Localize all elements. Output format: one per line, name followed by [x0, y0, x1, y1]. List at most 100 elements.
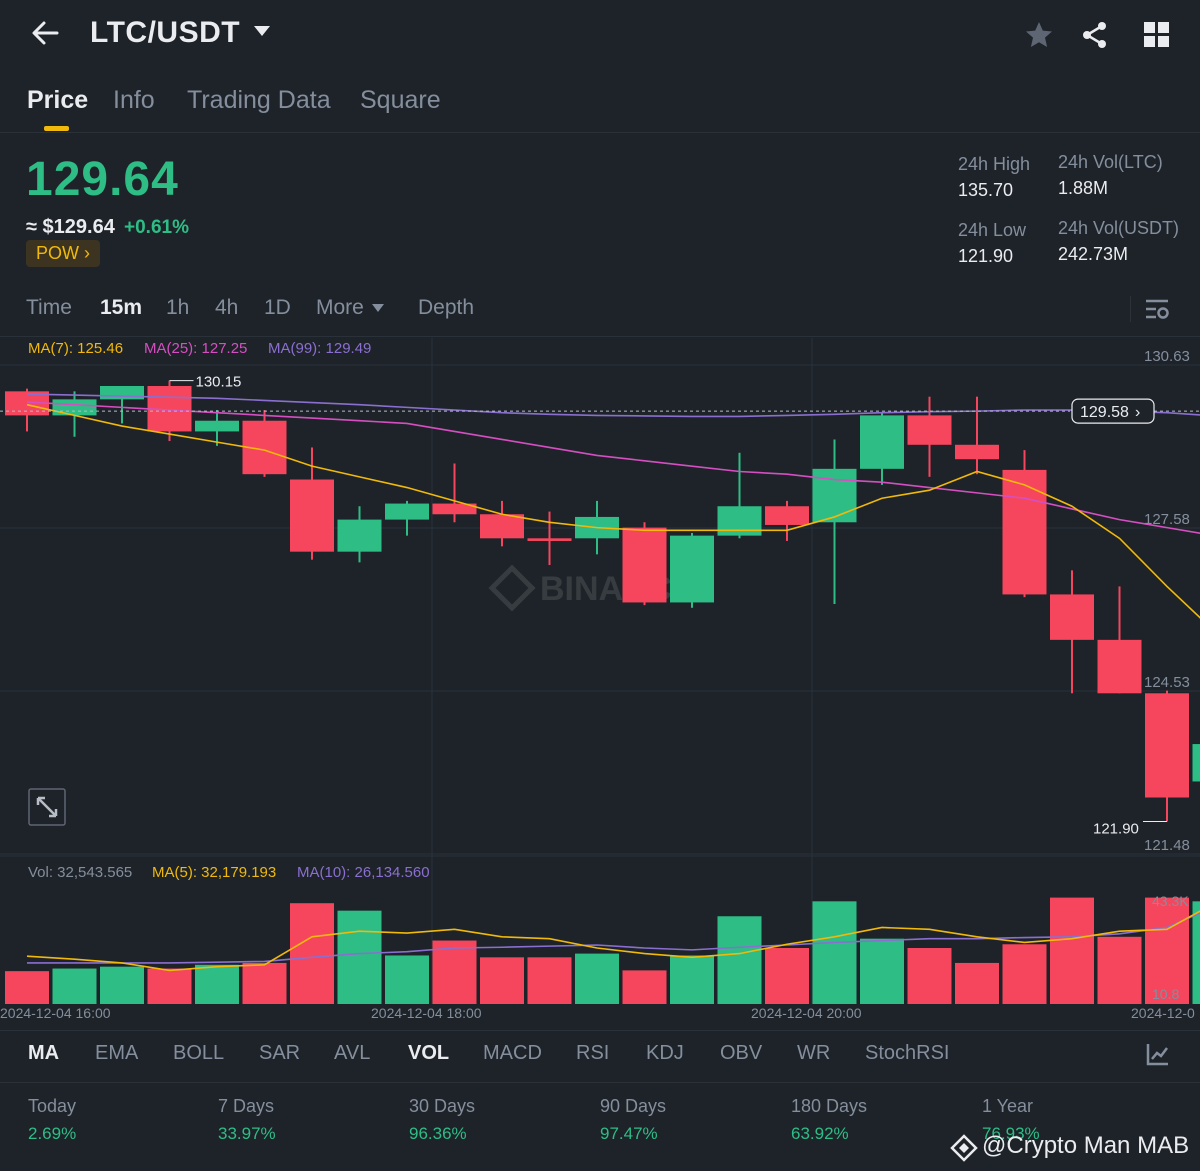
timeframe-depth[interactable]: Depth	[418, 296, 475, 319]
more-dropdown-icon[interactable]	[372, 304, 384, 312]
ma99-line	[26, 393, 1200, 418]
chevron-right-icon: ›	[84, 243, 91, 263]
candle-body	[1097, 639, 1142, 694]
indicator-obv[interactable]: OBV	[720, 1042, 763, 1064]
candle-body	[1050, 594, 1094, 640]
volume-bar	[1002, 944, 1047, 1004]
candle-body	[1002, 469, 1047, 595]
indicator-boll[interactable]: BOLL	[173, 1042, 225, 1064]
pow-tag[interactable]: POW ›	[26, 240, 101, 267]
current-price-label: 129.58	[1080, 404, 1129, 421]
fullscreen-expand-icon[interactable]	[28, 788, 66, 826]
volume-ma10-line	[27, 912, 1200, 964]
perf-today-label: Today	[28, 1096, 77, 1116]
favorite-star-icon[interactable]	[1024, 20, 1054, 50]
indicator-rsi[interactable]: RSI	[576, 1042, 610, 1064]
divider	[0, 336, 1200, 337]
candlestick-chart[interactable]: BINANCE 129.58 ›130.15121.90130.63127.581…	[0, 336, 1200, 1036]
timeframe-time[interactable]: Time	[26, 296, 72, 319]
volume-bar	[812, 901, 857, 1004]
timeframe-1d[interactable]: 1D	[264, 296, 291, 319]
indicator-wr[interactable]: WR	[797, 1042, 831, 1064]
timeframe-1h[interactable]: 1h	[166, 296, 190, 319]
candle-body	[812, 468, 857, 523]
volume-bar	[670, 955, 714, 1004]
tab-square[interactable]: Square	[360, 86, 441, 114]
volume-ma5-legend: MA(5): 32,179.193	[152, 864, 277, 881]
volume-bar	[1097, 936, 1142, 1004]
perf-7d-value: 33.97%	[218, 1124, 276, 1143]
price-axis-tick: 124.53	[1144, 674, 1190, 691]
stat-24h-vol-usdt-label: 24h Vol(USDT)	[1058, 218, 1180, 238]
volume-bar	[765, 948, 809, 1004]
indicator-settings-icon[interactable]	[1146, 1042, 1170, 1066]
indicator-ema[interactable]: EMA	[95, 1042, 139, 1064]
ma99-legend: MA(99): 129.49	[268, 340, 372, 357]
low-marker-label: 121.90	[1093, 821, 1139, 838]
perf-90d-value: 97.47%	[600, 1124, 658, 1143]
main-tabs: Price Info Trading Data Square	[0, 72, 1200, 133]
perf-1y-label: 1 Year	[982, 1096, 1034, 1116]
chevron-right-icon: ›	[1135, 404, 1140, 421]
timeframe-4h[interactable]: 4h	[215, 296, 239, 319]
stat-24h-low-value: 121.90	[958, 246, 1014, 266]
timeframe-15m[interactable]: 15m	[100, 296, 143, 319]
volume-bar	[147, 968, 192, 1004]
trading-pair-title[interactable]: LTC/USDT	[90, 16, 241, 49]
indicator-ma[interactable]: MA	[28, 1042, 60, 1064]
volume-bar	[52, 968, 97, 1004]
chart-settings-icon[interactable]	[1144, 296, 1170, 322]
indicator-vol[interactable]: VOL	[408, 1042, 450, 1064]
candle-body	[480, 514, 524, 539]
grid-menu-icon[interactable]	[1142, 20, 1172, 50]
high-marker-label: 130.15	[196, 374, 242, 391]
volume-axis-tick: 10.8	[1152, 986, 1179, 1002]
candle-body	[337, 519, 382, 552]
pair-dropdown-icon[interactable]	[254, 26, 270, 36]
candle-body	[670, 535, 714, 603]
tab-trading-data[interactable]: Trading Data	[187, 86, 331, 114]
stat-24h-vol-usdt-value: 242.73M	[1058, 244, 1129, 264]
usd-price: ≈ $129.64	[26, 216, 115, 238]
ma25-legend: MA(25): 127.25	[144, 340, 248, 357]
indicator-macd[interactable]: MACD	[483, 1042, 542, 1064]
moving-average-lines	[26, 393, 1200, 619]
volume-axis-tick: 43.3K	[1152, 893, 1189, 909]
back-arrow-icon[interactable]	[30, 18, 60, 48]
share-icon[interactable]	[1080, 20, 1110, 50]
price-axis-tick: 121.48	[1144, 837, 1190, 854]
indicator-stochrsi[interactable]: StochRSI	[865, 1042, 950, 1064]
pow-tag-label: POW	[36, 243, 79, 263]
axis-labels: 129.58 › 130.15 121.90 130.63 127.58 124.53 121…	[0, 348, 1200, 1021]
perf-180d-value: 63.92%	[791, 1124, 849, 1143]
volume-bar	[907, 948, 952, 1004]
volume-bar	[242, 962, 287, 1004]
indicator-kdj[interactable]: KDJ	[646, 1042, 684, 1064]
volume-ma10-legend: MA(10): 26,134.560	[297, 864, 430, 881]
timeframe-more[interactable]: More	[316, 296, 364, 319]
perf-30d-value: 96.36%	[409, 1124, 467, 1143]
ma7-legend: MA(7): 125.46	[28, 340, 124, 357]
stat-24h-vol-ltc-value: 1.88M	[1058, 178, 1109, 198]
perf-30d-label: 30 Days	[409, 1096, 476, 1116]
candle-body	[622, 527, 667, 603]
stat-24h-low-label: 24h Low	[958, 220, 1027, 240]
candle-body	[195, 420, 239, 432]
candle-body	[860, 415, 904, 469]
perf-1y-value: 76.93%	[982, 1124, 1040, 1143]
tab-info[interactable]: Info	[113, 86, 155, 114]
candles	[5, 380, 1200, 822]
divider	[1130, 296, 1131, 322]
chart-grid	[0, 338, 1200, 1004]
stat-24h-high-value: 135.70	[958, 180, 1014, 200]
stat-24h-high-label: 24h High	[958, 154, 1031, 174]
indicator-avl[interactable]: AVL	[334, 1042, 371, 1064]
volume-bar	[385, 955, 429, 1004]
credit-watermark: @Crypto Man MAB	[982, 1132, 1190, 1159]
indicator-sar[interactable]: SAR	[259, 1042, 301, 1064]
volume-ma-lines	[26, 910, 1200, 972]
candle-body	[955, 444, 999, 460]
tab-price[interactable]: Price	[27, 86, 89, 114]
volume-bar	[1050, 897, 1094, 1004]
volume-ma5-line	[26, 910, 1200, 972]
